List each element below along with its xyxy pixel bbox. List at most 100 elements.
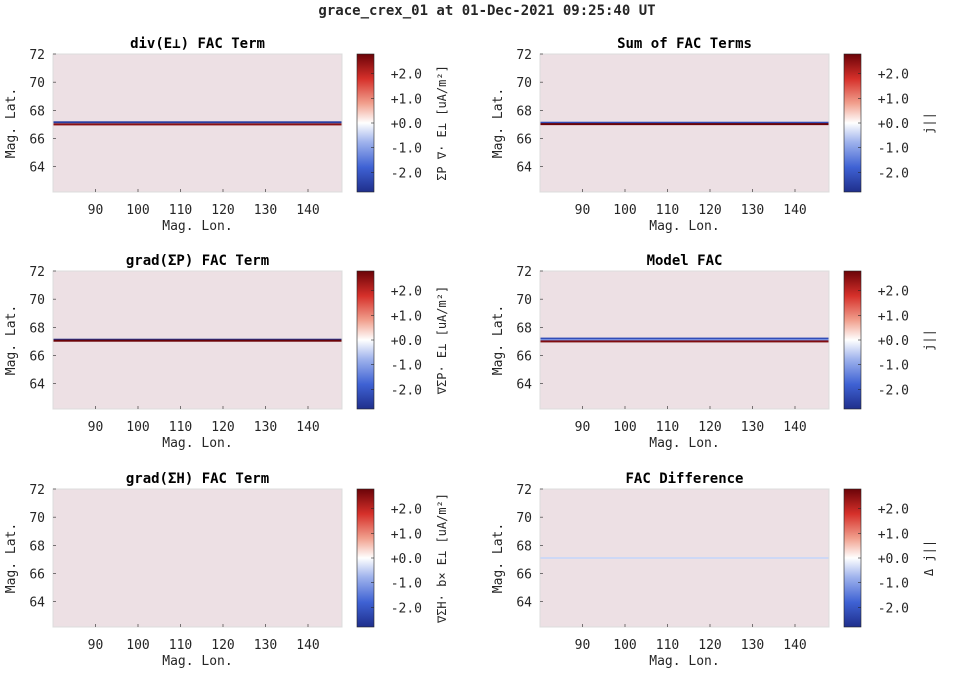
y-axis-label: Mag. Lat. [491,305,506,375]
x-tick-label: 130 [254,203,277,218]
fac-band [540,557,829,559]
colorbar-tick-label: -2.0 [391,383,422,398]
fac-band [540,121,829,124]
fac-band [540,337,829,340]
x-tick-label: 130 [254,420,277,435]
y-tick-label: 70 [516,293,532,308]
subplot: FAC Difference 90 100 110 120 130 140 64 66 68 70 7… [491,471,936,669]
y-tick-label: 70 [29,293,45,308]
x-axis-label: Mag. Lon. [162,654,232,669]
colorbar-label: Δ j|| [922,540,936,576]
x-axis-label: Mag. Lon. [649,436,719,451]
panel-title: grad(ΣP) FAC Term [126,253,269,269]
x-tick-label: 110 [656,203,679,218]
x-tick-label: 130 [741,203,764,218]
axes-frame [52,270,343,410]
x-tick-label: 130 [741,638,764,653]
x-tick-label: 90 [88,420,104,435]
colorbar-tick-label: +1.0 [878,527,909,542]
x-tick-label: 120 [211,638,234,653]
x-tick-label: 100 [613,203,636,218]
x-tick-label: 110 [169,420,192,435]
y-axis-label: Mag. Lat. [4,88,19,158]
x-tick-label: 90 [575,420,591,435]
axes-frame [52,53,343,193]
colorbar-label: j|| [922,329,936,351]
panel-title: Sum of FAC Terms [617,36,752,52]
x-tick-label: 90 [575,203,591,218]
colorbar-label: j|| [922,112,936,134]
x-tick-label: 140 [783,420,806,435]
colorbar-tick-label: +0.0 [878,334,909,349]
panel-title: div(E⊥) FAC Term [130,36,265,52]
x-tick-label: 140 [296,420,319,435]
y-tick-label: 68 [29,104,45,119]
colorbar-label: ∇ΣP· E⊥ [uA/m²] [435,286,449,395]
x-tick-label: 110 [656,638,679,653]
y-tick-label: 70 [29,76,45,91]
x-tick-label: 140 [296,638,319,653]
colorbar-tick-label: +0.0 [391,552,422,567]
fac-band [53,339,342,342]
colorbar-tick-label: -2.0 [391,166,422,181]
colorbar-tick-label: +1.0 [878,309,909,324]
x-tick-label: 100 [126,420,149,435]
x-tick-label: 130 [741,420,764,435]
panel-title: Model FAC [647,253,723,269]
y-axis-label: Mag. Lat. [491,88,506,158]
fac-band [540,339,829,341]
y-tick-label: 64 [516,378,532,393]
colorbar-tick-label: +1.0 [391,309,422,324]
y-tick-label: 70 [516,511,532,526]
colorbar-tick-label: +2.0 [391,503,422,518]
colorbar-tick-label: +2.0 [878,503,909,518]
heatmap-field [53,489,342,627]
fac-band [53,123,342,126]
subplot: Model FAC 90 100 110 120 130 140 64 66 68 70 72 Mag.… [491,253,936,451]
x-tick-label: 110 [656,420,679,435]
colorbar-tick-label: -1.0 [878,359,909,374]
x-tick-label: 140 [783,638,806,653]
subplot: grad(ΣH) FAC Term 90 100 110 120 130 140 64 66 68… [4,471,449,669]
x-tick-label: 120 [698,420,721,435]
x-tick-label: 90 [575,638,591,653]
x-tick-label: 120 [211,203,234,218]
y-axis-label: Mag. Lat. [4,305,19,375]
axes-frame [539,270,830,410]
colorbar-tick-label: -2.0 [878,166,909,181]
colorbar-tick-label: -2.0 [391,601,422,616]
y-tick-label: 64 [29,596,45,611]
x-tick-label: 140 [296,203,319,218]
y-tick-label: 72 [516,483,532,498]
colorbar-tick-label: +2.0 [878,68,909,83]
colorbar-tick-label: -2.0 [878,383,909,398]
y-tick-label: 66 [516,567,532,582]
x-tick-label: 90 [88,638,104,653]
fac-band [540,123,829,126]
panel-title: FAC Difference [625,471,743,487]
axes-frame [539,488,830,628]
x-tick-label: 120 [698,638,721,653]
colorbar-tick-label: +2.0 [391,285,422,300]
x-tick-label: 110 [169,638,192,653]
y-tick-label: 68 [29,321,45,336]
colorbar-tick-label: +2.0 [878,285,909,300]
subplot: Sum of FAC Terms 90 100 110 120 130 140 64 66 68 7… [491,36,936,234]
colorbar-tick-label: +0.0 [391,334,422,349]
colorbar-tick-label: +1.0 [391,92,422,107]
axes-frame [539,53,830,193]
y-tick-label: 70 [516,76,532,91]
x-axis-label: Mag. Lon. [162,436,232,451]
y-tick-label: 66 [516,349,532,364]
y-tick-label: 72 [29,483,45,498]
colorbar-tick-label: -1.0 [391,577,422,592]
y-tick-label: 68 [516,539,532,554]
x-tick-label: 100 [126,203,149,218]
y-tick-label: 64 [29,161,45,176]
colorbar-label: ΣP ∇· E⊥ [uA/m²] [435,65,449,181]
x-tick-label: 130 [254,638,277,653]
y-tick-label: 66 [29,132,45,147]
x-tick-label: 120 [698,203,721,218]
x-tick-label: 90 [88,203,104,218]
